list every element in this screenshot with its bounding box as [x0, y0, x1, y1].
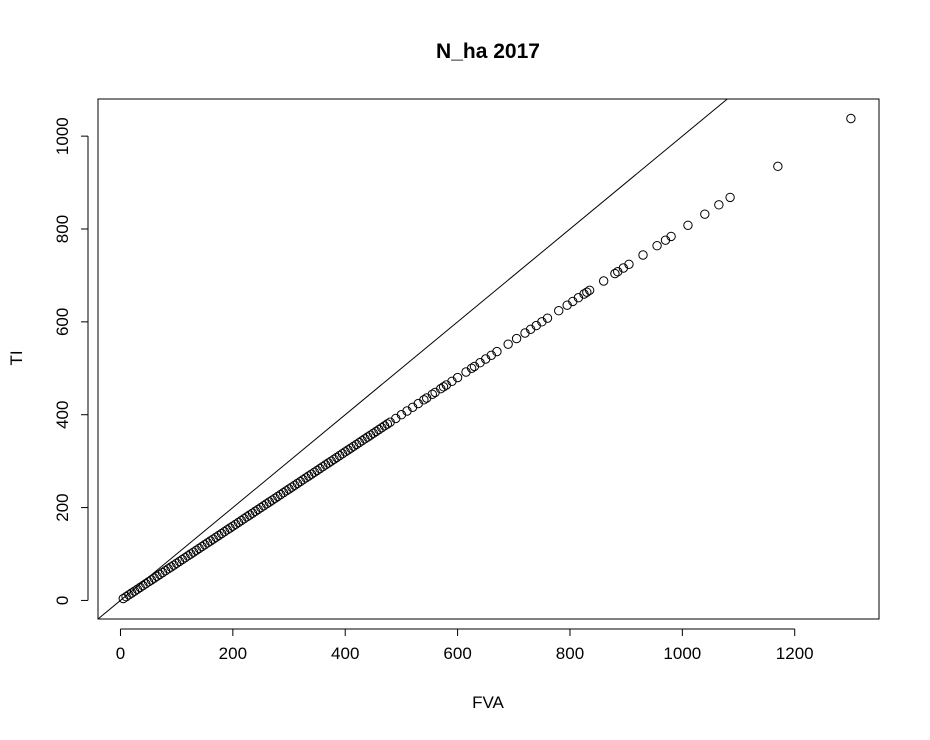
data-point — [542, 313, 553, 323]
data-point — [492, 346, 502, 357]
data-point — [610, 268, 620, 279]
data-point — [773, 161, 783, 172]
y-axis-label: TI — [7, 350, 26, 365]
plot-frame — [97, 98, 880, 620]
x-tick-label: 800 — [556, 644, 584, 663]
chart-title: N_ha 2017 — [436, 40, 540, 63]
x-tick-label: 0 — [116, 644, 125, 663]
data-point — [382, 419, 393, 429]
x-tick-label: 600 — [443, 644, 471, 663]
data-point — [666, 231, 676, 242]
y-axis: 0 200 400 600 800 1000 — [53, 117, 89, 605]
data-point — [438, 382, 449, 392]
x-tick-label: 1200 — [776, 644, 814, 663]
y-tick-label: 0 — [53, 596, 72, 605]
data-point — [554, 306, 564, 316]
data-point — [725, 192, 735, 203]
y-tick-label: 600 — [53, 308, 72, 336]
data-point — [466, 363, 477, 373]
x-tick-label: 200 — [219, 644, 247, 663]
data-point — [427, 389, 438, 399]
x-axis: 0 200 400 600 800 1000 1200 — [116, 628, 814, 663]
data-points — [118, 113, 856, 604]
identity-reference-line — [97, 98, 728, 620]
data-point — [452, 372, 463, 383]
y-tick-label: 200 — [53, 493, 72, 521]
data-point — [846, 113, 856, 124]
data-point — [503, 339, 513, 349]
x-tick-label: 1000 — [663, 644, 701, 663]
y-tick-label: 1000 — [53, 117, 72, 155]
x-tick-label: 400 — [331, 644, 359, 663]
data-point — [582, 287, 592, 297]
data-point — [511, 333, 522, 344]
data-point — [638, 250, 648, 260]
data-point — [700, 209, 710, 219]
data-point — [584, 285, 595, 295]
y-tick-label: 400 — [53, 401, 72, 429]
data-point — [652, 241, 662, 251]
data-point — [419, 395, 429, 405]
data-point — [683, 220, 693, 230]
data-point — [598, 276, 609, 286]
data-point — [714, 200, 724, 210]
x-axis-label: FVA — [472, 693, 504, 712]
data-point — [624, 259, 634, 269]
y-tick-label: 800 — [53, 215, 72, 243]
